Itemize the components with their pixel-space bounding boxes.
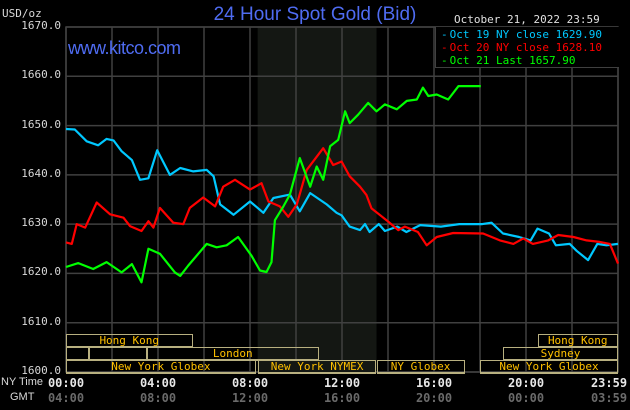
series-line-1 — [65, 127, 619, 262]
session-hong-kong: Hong Kong — [66, 334, 193, 348]
x-tick-gmt: 03:59 — [590, 391, 628, 405]
x-tick-gmt: 00:00 — [507, 391, 545, 405]
legend-label: Oct 21 Last 1657.90 — [449, 54, 576, 67]
session-blank — [89, 347, 147, 361]
session-new-york-globex: New York Globex — [66, 360, 256, 374]
legend-label: Oct 19 NY close 1629.90 — [449, 28, 602, 41]
y-tick-label: 1630.0 — [21, 216, 61, 230]
x-tick-ny: 12:00 — [323, 376, 361, 390]
x-tick-gmt: 04:00 — [47, 391, 85, 405]
series-line-3 — [65, 85, 481, 284]
chart-title: 24 Hour Spot Gold (Bid) — [213, 4, 417, 25]
y-tick-label: 1620.0 — [21, 265, 61, 279]
session-london: London — [146, 347, 319, 361]
session-ny-globex: NY Globex — [376, 360, 465, 374]
y-tick-label: 1610.0 — [21, 314, 61, 328]
y-tick-label: 1640.0 — [21, 166, 61, 180]
legend-item: - Oct 21 Last 1657.90 — [441, 54, 575, 67]
y-axis-units: USD/oz — [2, 7, 42, 20]
session-new-york-nymex: New York NYMEX — [257, 360, 377, 374]
nymex-shade — [257, 27, 377, 372]
y-tick-label: 1600.0 — [21, 364, 61, 377]
x-tick-ny: 04:00 — [139, 376, 177, 390]
x-tick-ny: 00:00 — [47, 376, 85, 390]
legend-item: - Oct 19 NY close 1629.90 — [441, 28, 602, 41]
legend-item: - Oct 20 NY close 1628.10 — [441, 41, 602, 54]
ny-time-row-label: NY Time — [1, 376, 43, 388]
legend-swatch-icon: - — [441, 28, 448, 41]
legend-label: Oct 20 NY close 1628.10 — [449, 41, 602, 54]
x-tick-gmt: 16:00 — [323, 391, 361, 405]
session-sydney: Sydney — [503, 347, 618, 361]
y-tick-label: 1650.0 — [21, 117, 61, 131]
x-tick-gmt: 20:00 — [415, 391, 453, 405]
legend: - Oct 19 NY close 1629.90- Oct 20 NY close… — [435, 27, 619, 68]
brand-link[interactable]: www.kitco.com — [68, 38, 181, 58]
x-tick-ny: 08:00 — [231, 376, 269, 390]
series-line-2 — [65, 147, 620, 265]
datestamp: October 21, 2022 23:59 — [454, 13, 600, 26]
y-tick-label: 1670.0 — [21, 19, 61, 32]
x-tick-ny: 16:00 — [415, 376, 453, 390]
session-blank — [66, 347, 89, 361]
legend-swatch-icon: - — [441, 54, 448, 67]
x-tick-ny: 20:00 — [507, 376, 545, 390]
session-new-york-globex: New York Globex — [480, 360, 618, 374]
x-tick-ny: 23:59 — [590, 376, 628, 390]
x-tick-gmt: 08:00 — [139, 391, 177, 405]
session-hong-kong: Hong Kong — [537, 334, 618, 348]
y-tick-label: 1660.0 — [21, 68, 61, 82]
gmt-row-label: GMT — [10, 391, 35, 403]
x-tick-gmt: 12:00 — [231, 391, 269, 405]
legend-swatch-icon: - — [441, 41, 448, 54]
